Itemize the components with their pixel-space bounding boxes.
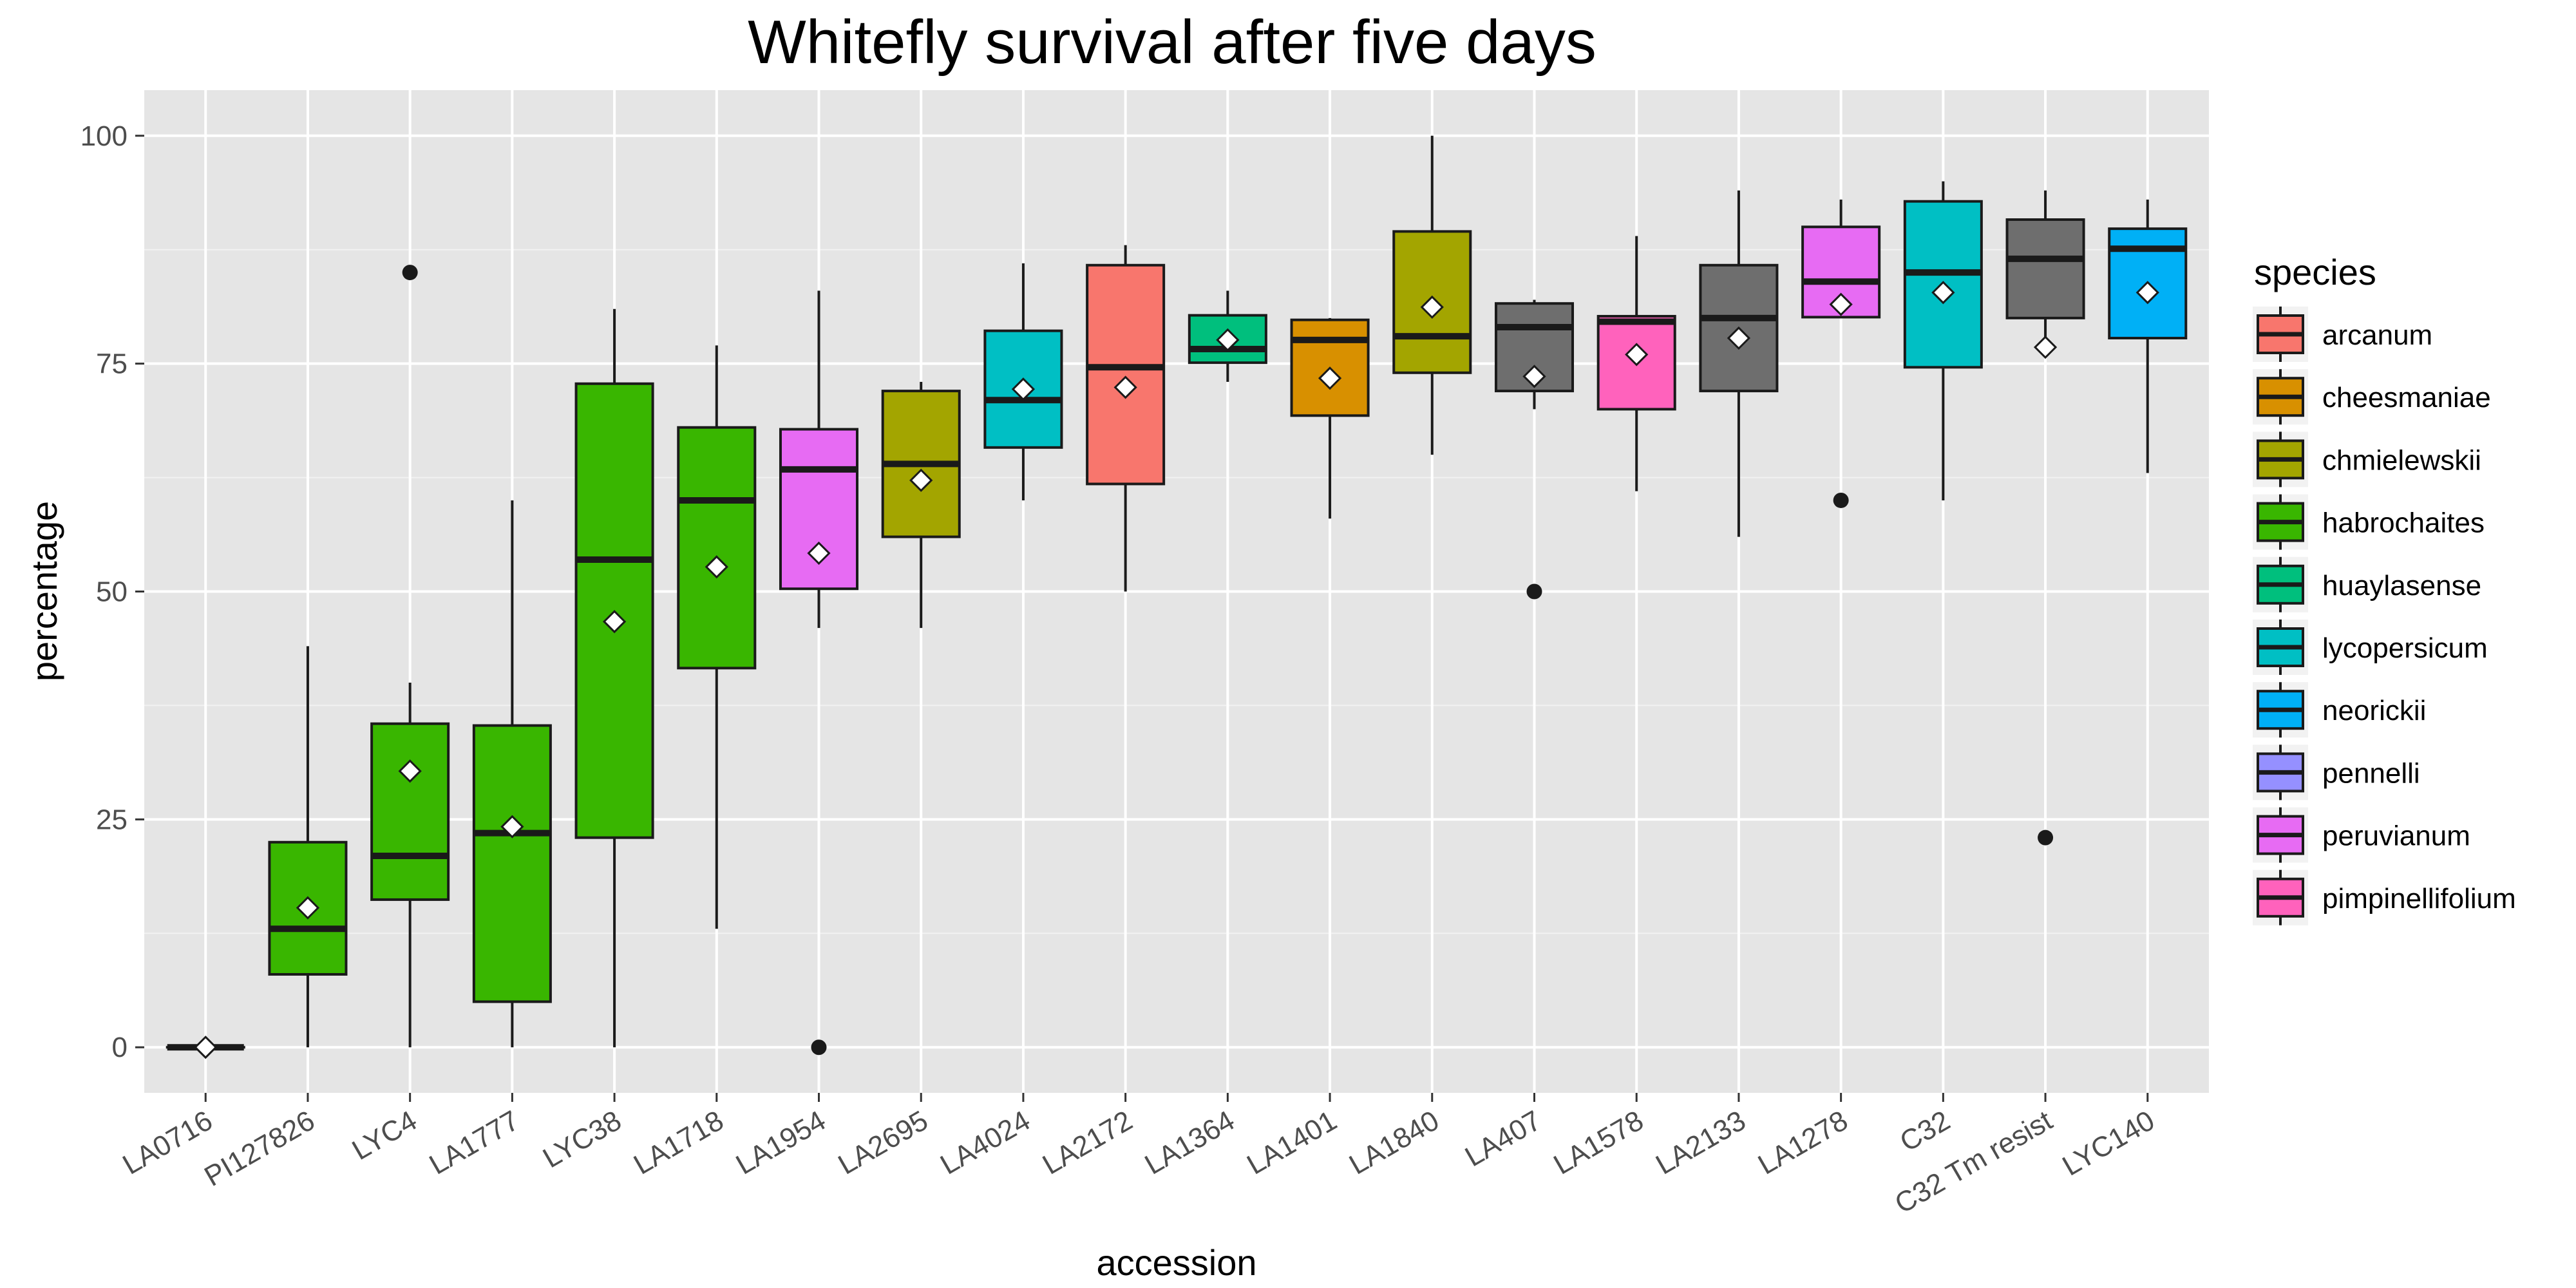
mean-marker — [500, 815, 524, 838]
boxes-layer — [166, 135, 2188, 1059]
legend: species arcanum cheesmaniae chmielewskii ha… — [2253, 252, 2516, 925]
box-group — [166, 1036, 245, 1059]
legend-title: species — [2254, 252, 2376, 292]
box-group — [881, 381, 961, 629]
legend-label: neorickii — [2322, 695, 2426, 726]
mean-marker — [1011, 377, 1036, 401]
legend-item: neorickii — [2253, 682, 2426, 738]
mean-marker — [909, 468, 933, 492]
y-tick-label: 25 — [96, 804, 128, 835]
box — [1392, 230, 1472, 374]
legend-item: peruvianum — [2253, 807, 2470, 863]
legend-label: pimpinellifolium — [2322, 883, 2516, 914]
legend-label: lycopersicum — [2322, 632, 2488, 664]
mean-marker — [1216, 328, 1240, 352]
legend-item: huaylasense — [2253, 556, 2481, 612]
mean-marker — [807, 541, 831, 565]
box-group — [677, 345, 757, 929]
legend-item: arcanum — [2253, 307, 2432, 362]
y-tick-label: 100 — [80, 120, 128, 152]
box-group — [779, 290, 859, 1056]
box-group — [370, 265, 450, 1048]
box — [370, 722, 450, 901]
legend-item: pimpinellifolium — [2253, 869, 2516, 925]
y-tick-label: 50 — [96, 576, 128, 608]
box-group — [268, 646, 348, 1048]
legend-item: lycopersicum — [2253, 620, 2488, 675]
box-group — [983, 263, 1063, 500]
mean-marker — [2033, 336, 2058, 359]
box-group — [1188, 290, 1267, 382]
y-axis-title: percentage — [24, 501, 64, 681]
mean-marker — [2136, 281, 2159, 305]
mean-marker — [1522, 365, 1546, 388]
y-tick-label: 75 — [96, 348, 128, 380]
outlier-point — [2038, 829, 2054, 846]
mean-marker — [1829, 292, 1853, 316]
x-axis-title: accession — [1096, 1242, 1256, 1283]
mean-marker — [296, 896, 320, 920]
legend-label: habrochaites — [2322, 507, 2485, 539]
outlier-point — [402, 265, 418, 281]
mean-marker — [1113, 375, 1137, 399]
box-group — [574, 308, 654, 1048]
box-group — [1801, 199, 1881, 508]
box-group — [1392, 135, 1472, 455]
legend-item: cheesmaniae — [2253, 369, 2491, 425]
box-group — [1086, 245, 1166, 592]
legend-label: huaylasense — [2322, 570, 2481, 601]
box-group — [2005, 190, 2085, 846]
box — [1086, 263, 1166, 486]
outlier-point — [1833, 492, 1849, 508]
box-group — [1903, 181, 1983, 500]
box-group — [472, 500, 552, 1048]
mean-marker — [1625, 343, 1649, 366]
box-group — [1494, 299, 1575, 600]
outlier-point — [811, 1039, 827, 1056]
legend-label: peruvianum — [2322, 820, 2470, 852]
mean-marker — [1420, 295, 1444, 319]
mean-marker — [398, 759, 422, 783]
legend-label: cheesmaniae — [2322, 382, 2491, 413]
legend-item: chmielewskii — [2253, 431, 2481, 488]
mean-marker — [194, 1036, 218, 1059]
chart-title: Whitefly survival after five days — [748, 8, 1596, 77]
mean-marker — [602, 610, 627, 634]
y-axis: 0 25 50 75 100 — [80, 120, 144, 1063]
box-group — [1290, 317, 1370, 519]
legend-label: arcanum — [2322, 319, 2432, 351]
mean-marker — [1727, 326, 1751, 350]
legend-item: pennelli — [2253, 744, 2420, 800]
mean-marker — [705, 555, 728, 579]
y-tick-label: 0 — [112, 1032, 128, 1063]
box — [677, 426, 757, 670]
mean-marker — [1931, 281, 1955, 305]
box-group — [1596, 236, 1676, 491]
box-group — [2108, 199, 2188, 473]
legend-label: pennelli — [2322, 757, 2420, 789]
box-group — [1699, 190, 1779, 537]
legend-label: chmielewskii — [2322, 444, 2481, 476]
box — [2005, 218, 2085, 319]
outlier-point — [1526, 583, 1542, 600]
mean-marker — [1318, 366, 1342, 390]
legend-item: habrochaites — [2253, 494, 2485, 550]
box — [1699, 263, 1779, 393]
box — [472, 724, 552, 1003]
